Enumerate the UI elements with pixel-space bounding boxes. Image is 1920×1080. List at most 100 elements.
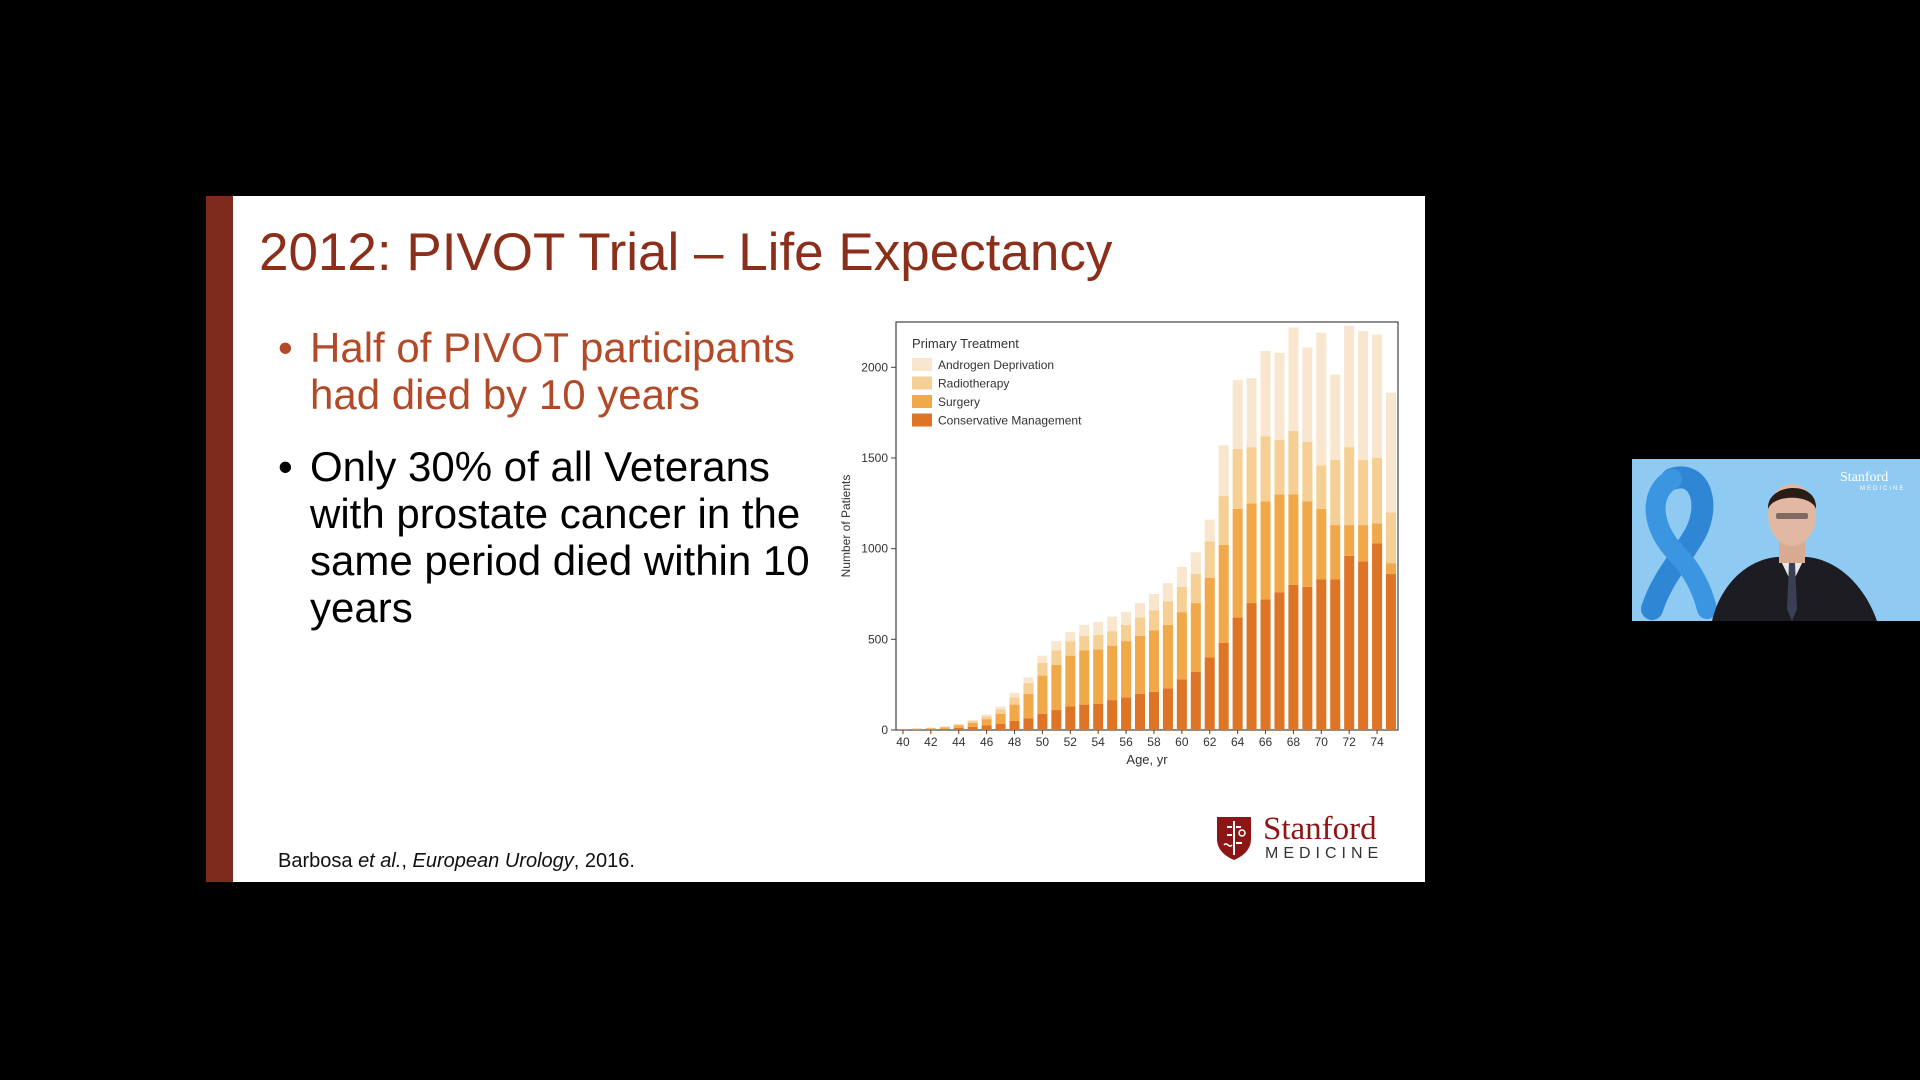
bar-segment	[1009, 704, 1020, 721]
bullet-text: Only 30% of all Veterans with prostate c…	[310, 443, 810, 631]
bar-segment	[1135, 603, 1146, 618]
bar-segment	[1107, 700, 1118, 730]
bar-segment	[1162, 688, 1173, 730]
bar-segment	[1093, 634, 1104, 650]
bar-segment	[1190, 574, 1201, 604]
bar-segment	[1023, 682, 1034, 694]
bar-segment	[1316, 579, 1327, 730]
bar-segment	[953, 725, 964, 728]
bar-segment	[1079, 624, 1090, 636]
bullet-list: • Half of PIVOT participants had died by…	[278, 324, 838, 656]
bar-segment	[981, 716, 992, 720]
bar-segment	[1316, 332, 1327, 466]
bar-segment	[1121, 641, 1132, 698]
x-tick-label: 70	[1315, 735, 1329, 749]
y-tick-label: 2000	[861, 360, 888, 374]
bar-segment	[1316, 508, 1327, 580]
bar-segment	[1148, 630, 1159, 692]
bar-segment	[1302, 441, 1313, 502]
x-tick-label: 64	[1231, 735, 1245, 749]
bar-segment	[1372, 543, 1383, 730]
bar-segment	[1079, 650, 1090, 705]
bar-segment	[1386, 512, 1397, 564]
bar-segment	[981, 714, 992, 717]
bar-segment	[911, 728, 922, 730]
x-axis-label: Age, yr	[1126, 752, 1168, 767]
bar-segment	[1176, 679, 1187, 730]
x-tick-label: 54	[1092, 735, 1106, 749]
bar-segment	[1176, 612, 1187, 680]
bar-segment	[1009, 697, 1020, 705]
y-axis-label: Number of Patients	[839, 475, 853, 578]
plot-frame	[895, 321, 1399, 731]
bar-segment	[911, 729, 922, 730]
bar-segment	[1093, 703, 1104, 730]
webcam-logo-wordmark: Stanford	[1840, 470, 1889, 485]
bar-segment	[1372, 334, 1383, 458]
y-tick-label: 0	[881, 723, 888, 737]
bar-segment	[1176, 566, 1187, 587]
bar-segment	[953, 724, 964, 725]
x-tick-label: 74	[1370, 735, 1384, 749]
legend-swatch	[912, 413, 932, 427]
y-tick-label: 500	[868, 632, 888, 646]
x-tick-label: 58	[1147, 735, 1161, 749]
bar-segment	[1135, 635, 1146, 694]
bullet-item: • Half of PIVOT participants had died by…	[278, 324, 838, 418]
bar-segment	[1246, 503, 1257, 604]
logo-wordmark: Stanford	[1263, 811, 1377, 847]
bar-segment	[1065, 641, 1076, 656]
bar-segment	[981, 719, 992, 726]
x-tick-label: 40	[896, 735, 910, 749]
bar-segment	[1065, 632, 1076, 642]
bar-segment	[1079, 704, 1090, 730]
bar-segment	[1358, 331, 1369, 460]
x-tick-label: 68	[1287, 735, 1301, 749]
bar-segment	[1260, 436, 1271, 502]
bar-segment	[1358, 561, 1369, 730]
bar-segment	[1135, 617, 1146, 636]
citation-authors: Barbosa	[278, 850, 359, 872]
bar-segment	[1190, 603, 1201, 672]
bar-segment	[939, 727, 950, 729]
bar-segment	[1162, 601, 1173, 625]
bar-segment	[939, 726, 950, 728]
citation-year: , 2016.	[573, 850, 635, 872]
webcam-logo-subtitle: MEDICINE	[1860, 486, 1906, 492]
bullet-text: Half of PIVOT participants had died by 1…	[310, 324, 795, 418]
x-tick-label: 66	[1259, 735, 1273, 749]
bar-segment	[1386, 574, 1397, 730]
bar-segment	[1246, 378, 1257, 448]
bar-segment	[995, 723, 1006, 730]
bar-segment	[1051, 641, 1062, 651]
stanford-medicine-logo: Stanford MEDICINE	[1215, 811, 1395, 863]
x-tick-label: 42	[924, 735, 938, 749]
bar-segment	[1204, 541, 1215, 578]
bar-segment	[1302, 586, 1313, 730]
bar-segment	[1148, 594, 1159, 611]
bar-segment	[1107, 645, 1118, 701]
legend-swatch	[912, 395, 932, 408]
bar-segment	[939, 728, 950, 730]
y-tick-label: 1500	[861, 451, 888, 465]
bar-segment	[1204, 577, 1215, 658]
citation: Barbosa et al., European Urology, 2016.	[278, 850, 635, 873]
bar-segment	[1358, 459, 1369, 526]
bar-segment	[967, 722, 978, 727]
bar-segment	[1232, 448, 1243, 509]
bar-segment	[897, 729, 908, 730]
bar-segment	[1037, 662, 1048, 676]
bar-segment	[981, 725, 992, 730]
bar-segment	[1051, 664, 1062, 711]
bar-segment	[1121, 624, 1132, 642]
presenter-silhouette	[1712, 484, 1877, 621]
bar-segment	[967, 720, 978, 723]
bar-segment	[1051, 710, 1062, 730]
bar-segment	[1288, 584, 1299, 730]
citation-etal: et al.	[358, 850, 402, 872]
bar-segment	[1009, 692, 1020, 698]
bar-segment	[1344, 525, 1355, 556]
bullet-dot: •	[278, 324, 293, 371]
bullet-item: • Only 30% of all Veterans with prostate…	[278, 443, 838, 631]
bar-segment	[1260, 599, 1271, 730]
